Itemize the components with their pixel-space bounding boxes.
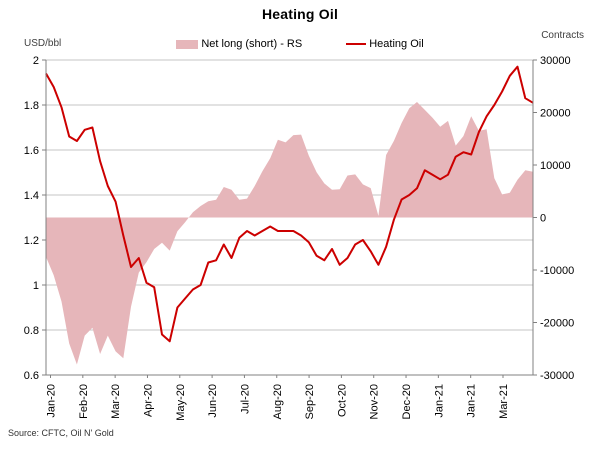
net-long-area-series bbox=[46, 102, 533, 365]
legend-item-heating-oil: Heating Oil bbox=[346, 38, 424, 50]
legend-label-net-long: Net long (short) - RS bbox=[201, 38, 303, 50]
x-axis-tick-label: Sep-20 bbox=[304, 384, 316, 419]
right-axis-tick-label: -10000 bbox=[540, 265, 574, 277]
x-axis-tick-label: Jan-21 bbox=[433, 384, 445, 418]
x-axis-tick-label: May-20 bbox=[175, 384, 187, 421]
x-axis-tick-label: Aug-20 bbox=[272, 384, 284, 419]
right-axis-unit-label: Contracts bbox=[541, 30, 584, 41]
left-axis-tick-label: 1.4 bbox=[24, 190, 39, 202]
left-axis-tick-label: 1.6 bbox=[24, 145, 39, 157]
x-axis-tick-label: Dec-20 bbox=[401, 384, 413, 419]
left-axis-tick-label: 2 bbox=[33, 55, 39, 67]
x-axis-tick-label: Jan-20 bbox=[46, 384, 58, 418]
x-axis-tick-label: Mar-21 bbox=[498, 384, 510, 419]
left-axis-unit-label: USD/bbl bbox=[24, 38, 62, 49]
right-axis-tick-label: -30000 bbox=[540, 370, 574, 382]
right-axis-tick-label: 20000 bbox=[540, 108, 571, 120]
x-axis-tick-label: Nov-20 bbox=[369, 384, 381, 419]
area-swatch-icon bbox=[176, 39, 199, 49]
source-note: Source: CFTC, Oil N' Gold bbox=[8, 428, 114, 438]
x-axis-tick-label: Mar-20 bbox=[110, 384, 122, 419]
x-axis-tick-label: Feb-20 bbox=[78, 384, 90, 419]
right-axis-tick-label: 30000 bbox=[540, 55, 571, 67]
x-axis-tick-label: Oct-20 bbox=[336, 384, 348, 417]
legend: Net long (short) - RS Heating Oil bbox=[0, 38, 600, 50]
x-axis-tick-label: Apr-20 bbox=[142, 384, 154, 417]
left-axis-tick-label: 1.8 bbox=[24, 100, 39, 112]
legend-label-heating-oil: Heating Oil bbox=[369, 38, 424, 50]
left-axis-tick-label: 1 bbox=[33, 280, 39, 292]
legend-item-net-long: Net long (short) - RS bbox=[176, 38, 302, 50]
chart-title: Heating Oil bbox=[261, 6, 339, 22]
left-axis-tick-label: 0.8 bbox=[24, 325, 39, 337]
x-axis-tick-label: Jul-20 bbox=[239, 384, 251, 414]
right-axis-tick-label: 0 bbox=[540, 213, 546, 225]
heating-oil-line-series bbox=[45, 65, 534, 343]
x-axis-tick-label: Jan-21 bbox=[466, 384, 478, 418]
right-axis-tick-label: 10000 bbox=[540, 160, 571, 172]
left-axis-tick-label: 1.2 bbox=[24, 235, 39, 247]
right-axis-tick-label: -20000 bbox=[540, 318, 574, 330]
line-swatch-icon bbox=[346, 43, 367, 45]
left-axis-tick-label: 0.6 bbox=[24, 370, 39, 382]
x-axis-tick-label: Jun-20 bbox=[207, 384, 219, 418]
